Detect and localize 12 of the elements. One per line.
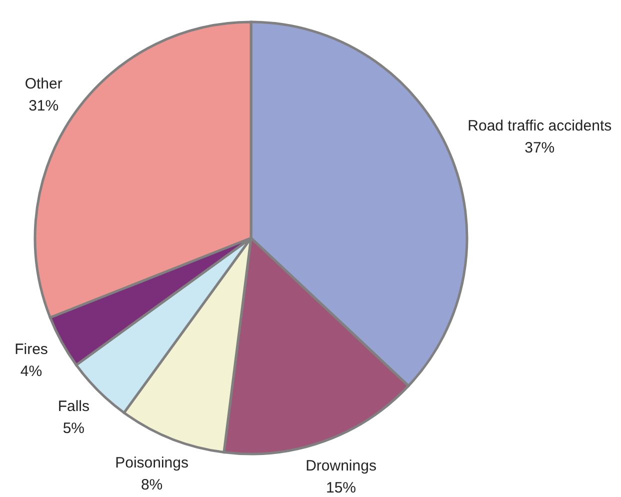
data-label: 4% [20,362,42,380]
slice-label: Fires [14,340,48,358]
slice-label: Poisonings [115,454,188,472]
data-label: 15% [326,479,356,496]
data-label: 31% [28,98,59,115]
slice-label: Road traffic accidents [468,118,612,135]
data-label: 37% [524,140,555,157]
slice-label: Other [24,76,62,93]
data-label: 5% [62,420,85,438]
slice-label: Drownings [306,457,376,474]
slice-label: Falls [58,398,90,416]
data-label: 8% [140,476,163,494]
